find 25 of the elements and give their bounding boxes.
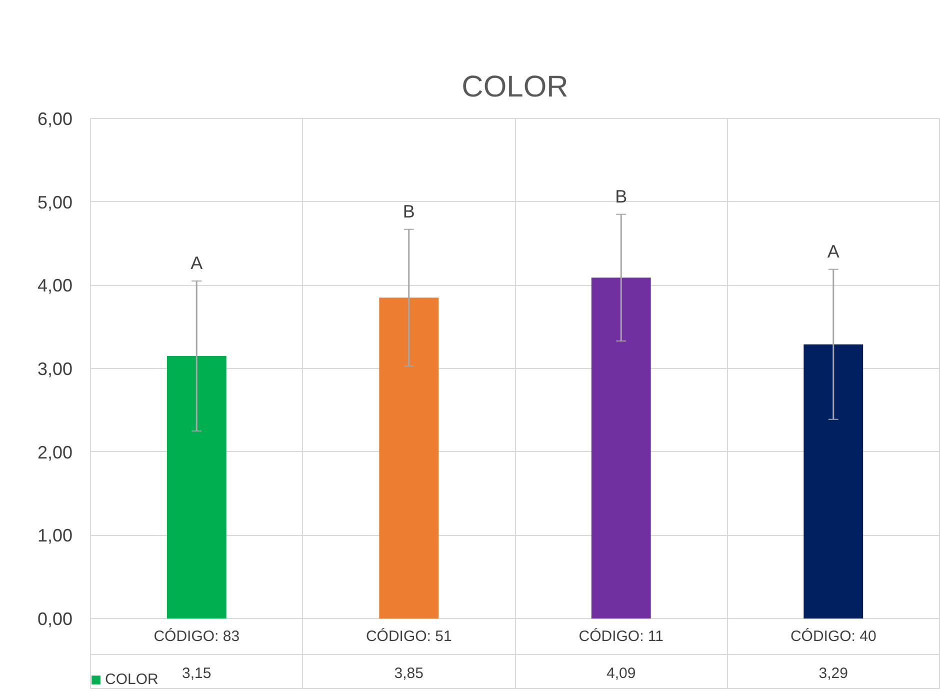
data-label: 3,85 bbox=[394, 665, 424, 682]
y-tick-label: 5,00 bbox=[37, 192, 73, 212]
annotation: B bbox=[402, 201, 415, 222]
bar bbox=[591, 278, 651, 618]
data-label: 3,15 bbox=[182, 665, 212, 682]
y-tick-label: 1,00 bbox=[37, 526, 73, 546]
bar bbox=[804, 344, 864, 618]
legend-label: COLOR bbox=[105, 671, 158, 688]
data-label: 3,29 bbox=[818, 665, 848, 682]
annotation: A bbox=[190, 253, 203, 273]
x-tick-label: CÓDIGO: 51 bbox=[366, 627, 452, 645]
x-tick-label: CÓDIGO: 40 bbox=[790, 627, 876, 645]
data-label: 4,09 bbox=[606, 665, 636, 682]
bar bbox=[379, 298, 439, 618]
annotation: A bbox=[827, 241, 840, 262]
bar bbox=[166, 356, 226, 618]
annotation: B bbox=[615, 186, 628, 206]
x-tick-label: CÓDIGO: 11 bbox=[578, 627, 664, 645]
y-tick-label: 0,00 bbox=[37, 609, 73, 629]
y-tick-label: 4,00 bbox=[37, 276, 73, 296]
y-tick-label: 2,00 bbox=[37, 442, 73, 462]
chart-title: COLOR bbox=[462, 70, 568, 104]
y-tick-label: 3,00 bbox=[37, 359, 73, 379]
x-tick-label: CÓDIGO: 83 bbox=[154, 627, 240, 645]
y-tick-label: 6,00 bbox=[37, 109, 73, 129]
